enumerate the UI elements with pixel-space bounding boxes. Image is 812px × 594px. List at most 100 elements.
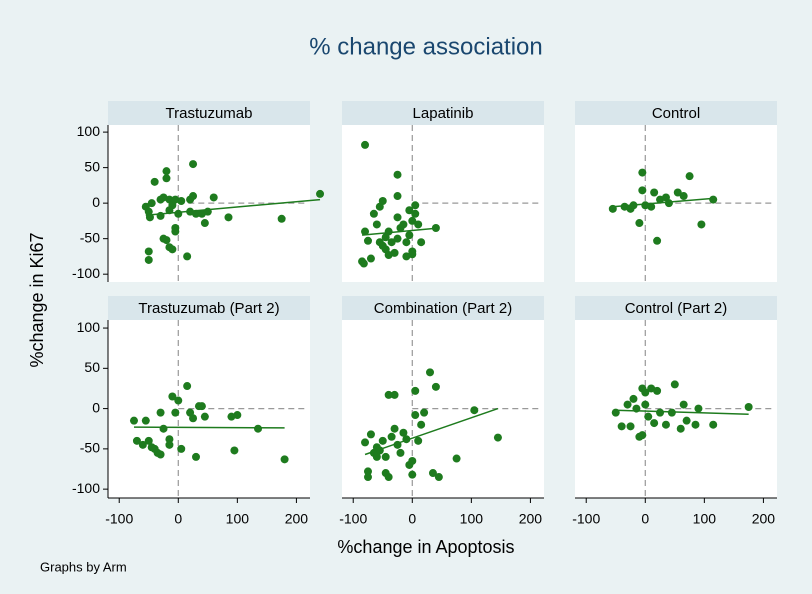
- scatter-point: [361, 227, 370, 236]
- scatter-point: [644, 412, 653, 421]
- scatter-point: [399, 220, 408, 229]
- scatter-point: [168, 245, 177, 254]
- scatter-point: [408, 216, 417, 225]
- x-tick-label: -100: [339, 511, 367, 527]
- panel-header: [108, 296, 310, 320]
- scatter-point: [387, 238, 396, 247]
- scatter-point: [661, 420, 670, 429]
- x-tick-label: 100: [693, 511, 717, 527]
- scatter-point: [428, 469, 437, 478]
- panel-title: Combination (Part 2): [374, 300, 512, 317]
- scatter-point: [361, 140, 370, 149]
- scatter-point: [408, 250, 417, 259]
- scatter-point: [626, 422, 635, 431]
- scatter-point: [384, 390, 393, 399]
- scatter-point: [638, 431, 647, 440]
- scatter-point: [387, 432, 396, 441]
- scatter-point: [372, 220, 381, 229]
- scatter-point: [174, 396, 183, 405]
- scatter-point: [656, 408, 665, 417]
- scatter-point: [638, 168, 647, 177]
- scatter-point: [623, 400, 632, 409]
- scatter-point: [165, 435, 174, 444]
- scatter-point: [417, 238, 426, 247]
- scatter-point: [209, 193, 218, 202]
- x-tick-label: 100: [460, 511, 484, 527]
- scatter-point: [426, 368, 435, 377]
- scatter-point: [359, 259, 368, 268]
- x-tick-label: 200: [285, 511, 309, 527]
- scatter-point: [390, 424, 399, 433]
- scatter-point: [635, 219, 644, 228]
- panel-header: [575, 101, 777, 125]
- scatter-point: [138, 440, 147, 449]
- scatter-point: [396, 448, 405, 457]
- scatter-point: [254, 424, 263, 433]
- scatter-point: [162, 236, 171, 245]
- x-tick-label: 200: [752, 511, 776, 527]
- y-tick-label: -50: [80, 229, 100, 245]
- scatter-point: [390, 248, 399, 257]
- scatter-point: [177, 444, 186, 453]
- panel-title: Trastuzumab: [166, 105, 253, 122]
- scatter-point: [393, 170, 402, 179]
- scatter-point: [378, 436, 387, 445]
- scatter-point: [129, 416, 138, 425]
- scatter-point: [470, 406, 479, 415]
- scatter-point: [366, 430, 375, 439]
- scatter-point: [171, 408, 180, 417]
- scatter-point: [697, 220, 706, 229]
- scatter-point: [664, 199, 673, 208]
- scatter-point: [679, 400, 688, 409]
- scatter-point: [411, 201, 420, 210]
- panel-header: [108, 101, 310, 125]
- x-axis-title: %change in Apoptosis: [337, 537, 514, 557]
- scatter-point: [405, 206, 414, 215]
- panel-header: [342, 296, 544, 320]
- scatter-point: [183, 382, 192, 391]
- scatter-point: [420, 408, 429, 417]
- scatter-point: [393, 192, 402, 201]
- fit-line: [612, 197, 717, 208]
- x-tick-label: 100: [226, 511, 250, 527]
- y-tick-label: -50: [80, 440, 100, 456]
- scatter-point: [189, 192, 198, 201]
- scatter-point: [650, 419, 659, 428]
- x-tick-label: 0: [408, 511, 416, 527]
- scatter-point: [366, 254, 375, 263]
- x-tick-label: -100: [572, 511, 600, 527]
- scatter-point: [682, 416, 691, 425]
- y-tick-label: 100: [77, 123, 101, 139]
- scatter-point: [408, 470, 417, 479]
- y-tick-label: 100: [77, 319, 101, 335]
- scatter-point: [685, 172, 694, 181]
- y-tick-label: 0: [92, 399, 100, 415]
- scatter-point: [162, 174, 171, 183]
- scatter-point: [233, 411, 242, 420]
- scatter-point: [493, 433, 502, 442]
- y-tick-label: 50: [84, 158, 100, 174]
- scatter-point: [408, 456, 417, 465]
- panel-title: Control (Part 2): [625, 300, 728, 317]
- scatter-point: [393, 234, 402, 243]
- fit-line: [145, 198, 321, 216]
- scatter-point: [452, 454, 461, 463]
- x-tick-label: 0: [174, 511, 182, 527]
- scatter-point: [673, 188, 682, 197]
- scatter-point: [638, 186, 647, 195]
- scatter-point: [224, 213, 233, 222]
- note: Graphs by Arm: [40, 559, 127, 574]
- scatter-point: [381, 452, 390, 461]
- scatter-point: [434, 473, 443, 482]
- scatter-point: [144, 436, 153, 445]
- scatter-point: [363, 473, 372, 482]
- scatter-point: [709, 195, 718, 204]
- y-tick-label: 0: [92, 194, 100, 210]
- x-tick-label: -100: [105, 511, 133, 527]
- chart-title: % change association: [309, 33, 542, 60]
- scatter-point: [147, 199, 156, 208]
- scatter-point: [192, 209, 201, 218]
- scatter-point: [653, 386, 662, 395]
- y-tick-label: 50: [84, 359, 100, 375]
